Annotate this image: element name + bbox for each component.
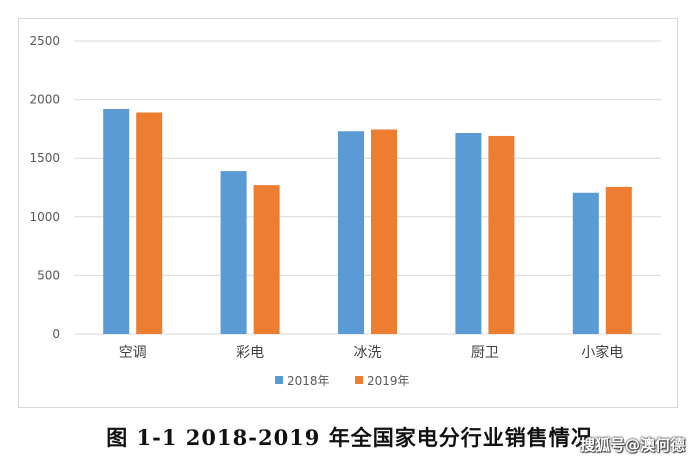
y-tick-label: 500 — [37, 268, 60, 282]
y-tick-label: 1000 — [29, 210, 60, 224]
x-tick-label: 空调 — [119, 345, 147, 361]
bar-小家电-2018年 — [572, 192, 599, 334]
chart-frame: 0 500 1000 1500 2000 2500 空调 彩电 冰洗 厨卫 小家电 2018年 2019… — [18, 18, 678, 408]
legend-label: 2019年 — [367, 374, 410, 388]
figure-caption: 图 1-1 2018-2019 年全国家电分行业销售情况 — [106, 425, 593, 450]
bar-厨卫-2019年 — [488, 135, 515, 334]
bar-彩电-2019年 — [253, 185, 280, 334]
x-tick-label: 厨卫 — [471, 345, 499, 361]
x-tick-label: 彩电 — [236, 345, 264, 361]
bar-小家电-2019年 — [605, 186, 632, 334]
watermark: 搜狐号@澳何德 — [579, 436, 685, 454]
bar-厨卫-2018年 — [455, 133, 482, 334]
y-tick-label: 2500 — [29, 34, 60, 48]
x-tick-label: 小家电 — [581, 344, 623, 361]
bar-空调-2018年 — [103, 108, 130, 334]
bar-空调-2019年 — [136, 112, 163, 334]
bar-冰洗-2018年 — [338, 131, 364, 334]
y-tick-label: 1500 — [29, 151, 60, 165]
legend-swatch-2019年 — [355, 376, 363, 384]
legend-swatch-2018年 — [275, 376, 283, 384]
x-tick-label: 冰洗 — [354, 345, 382, 361]
bar-chart: 0 500 1000 1500 2000 2500 空调 彩电 冰洗 厨卫 小家电 2018年 2019… — [29, 34, 661, 388]
bar-冰洗-2019年 — [371, 129, 397, 334]
bar-彩电-2018年 — [220, 171, 247, 334]
y-tick-label: 0 — [52, 327, 60, 341]
y-tick-label: 2000 — [29, 93, 60, 107]
legend-label: 2018年 — [287, 374, 330, 388]
